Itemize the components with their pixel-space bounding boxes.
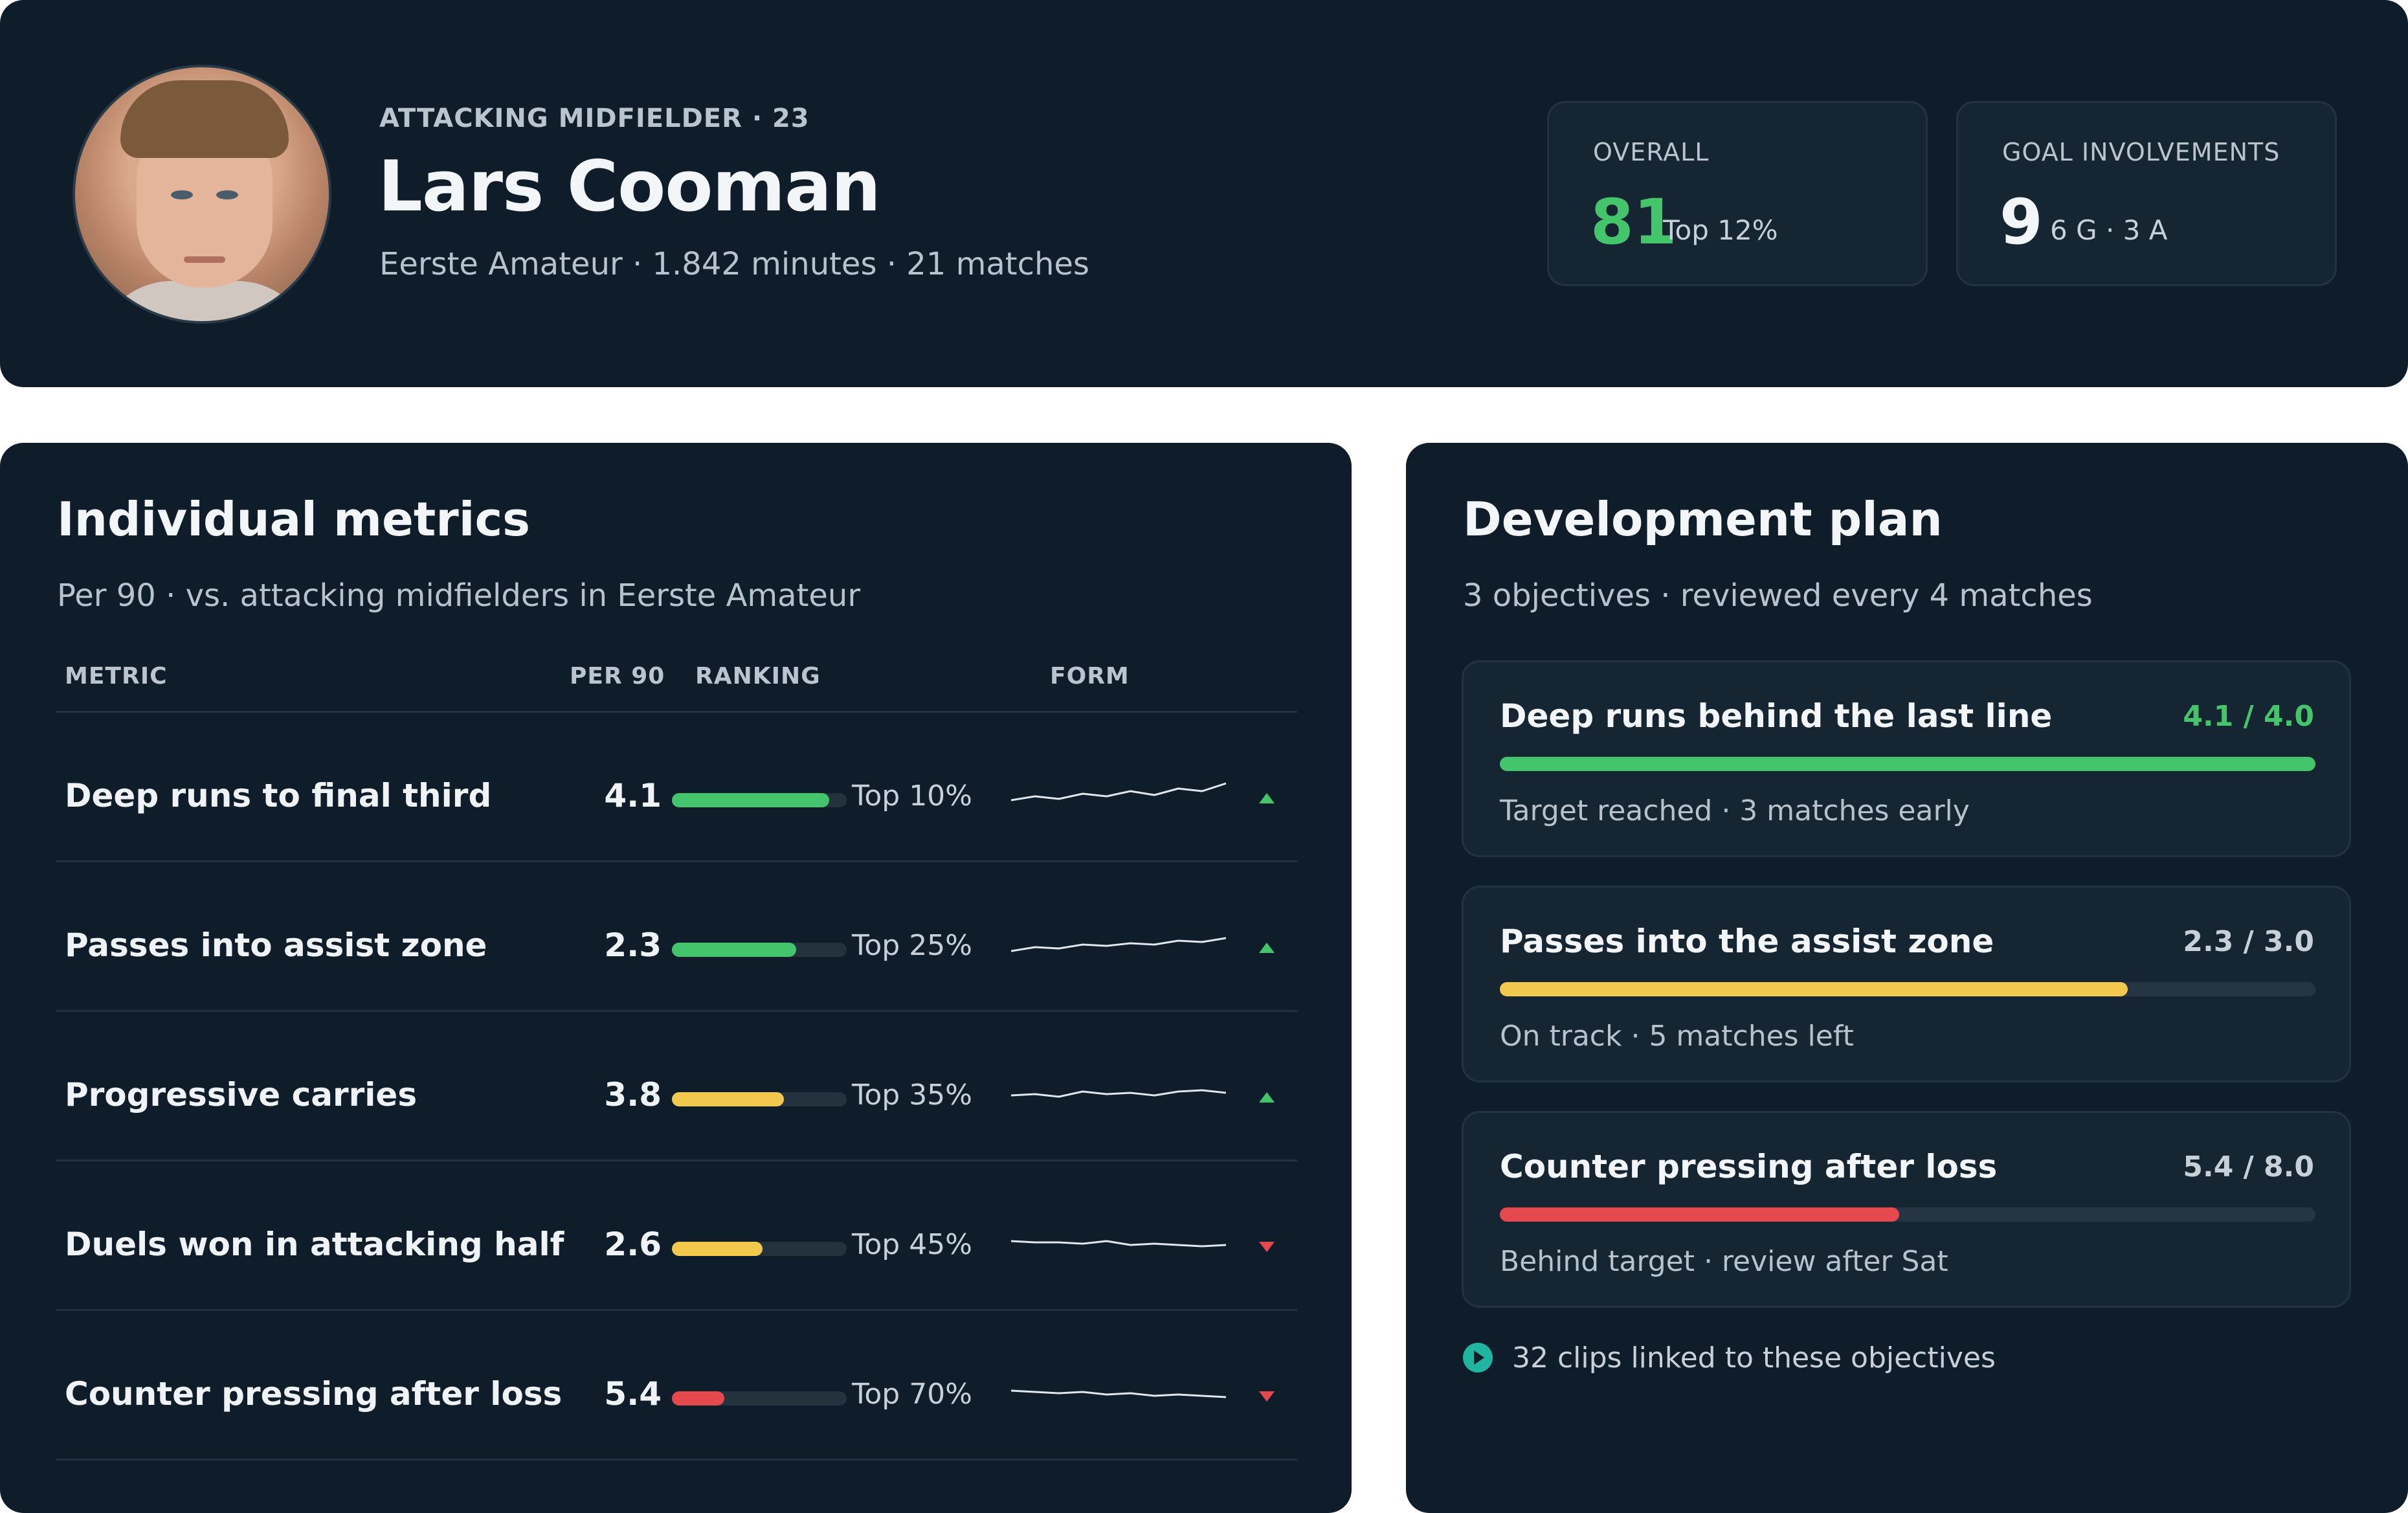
objective-card[interactable]: Passes into the assist zone 2.3 / 3.0 On t…: [1462, 886, 2351, 1082]
metric-row[interactable]: Passes into assist zone 2.3 Top 25%: [0, 862, 1352, 1012]
ranking-bar-fill: [672, 1092, 784, 1106]
objective-progress-fill: [1500, 1207, 1900, 1222]
form-line: [1011, 1089, 1226, 1098]
objective-progress-fill: [1500, 757, 2315, 771]
clips-text: 32 clips linked to these objectives: [1512, 1341, 1996, 1374]
form-line: [1011, 937, 1226, 952]
development-plan-panel: Development plan 3 objectives · reviewed…: [1406, 443, 2408, 1513]
objective-card[interactable]: Deep runs behind the last line 4.1 / 4.0 T…: [1462, 660, 2351, 857]
ranking-bar-fill: [672, 1242, 763, 1256]
form-sparkline: [1011, 937, 1226, 952]
trend-down-icon: [1259, 1391, 1275, 1402]
objective-note: Behind target · review after Sat: [1500, 1245, 1948, 1278]
metric-per90: 2.6: [604, 1226, 662, 1263]
ranking-label: Top 35%: [851, 1079, 972, 1112]
overall-value: 81: [1590, 186, 1677, 258]
objective-value: 4.1 / 4.0: [2183, 700, 2314, 733]
plan-subtitle: 3 objectives · reviewed every 4 matches: [1463, 577, 2093, 614]
trend-up-icon: [1259, 793, 1275, 803]
metrics-title: Individual metrics: [57, 492, 531, 546]
col-ranking: RANKING: [695, 663, 821, 689]
goal-involvements-value: 9: [2000, 186, 2043, 258]
ranking-label: Top 70%: [851, 1378, 972, 1411]
objective-progress-fill: [1500, 982, 2128, 996]
objective-progress-bar: [1500, 1207, 2315, 1222]
player-header: ATTACKING MIDFIELDER · 23 Lars Cooman Ee…: [0, 0, 2408, 387]
objective-title: Deep runs behind the last line: [1500, 697, 2053, 735]
metric-row[interactable]: Duels won in attacking half 2.6 Top 45%: [0, 1161, 1352, 1311]
ranking-bar-fill: [672, 1391, 724, 1406]
objective-value: 2.3 / 3.0: [2183, 925, 2314, 958]
metric-per90: 2.3: [604, 926, 662, 964]
metric-row[interactable]: Deep runs to final third 4.1 Top 10%: [0, 712, 1352, 862]
objective-progress-bar: [1500, 982, 2315, 996]
metric-row[interactable]: Progressive carries 3.8 Top 35%: [0, 1011, 1352, 1161]
ranking-label: Top 10%: [851, 779, 972, 813]
form-sparkline: [1011, 1240, 1226, 1248]
col-form: FORM: [1050, 663, 1130, 689]
form-line: [1011, 1389, 1226, 1398]
ranking-bar: [672, 1391, 847, 1406]
player-meta: Eerste Amateur · 1.842 minutes · 21 matc…: [379, 246, 1089, 282]
objective-note: On track · 5 matches left: [1500, 1020, 1854, 1053]
overall-label: OVERALL: [1593, 138, 1710, 166]
col-metric: METRIC: [65, 663, 168, 689]
metric-label: Counter pressing after loss: [65, 1375, 563, 1413]
avatar: [72, 65, 331, 324]
objective-value: 5.4 / 8.0: [2183, 1150, 2314, 1183]
objective-card[interactable]: Counter pressing after loss 5.4 / 8.0 Behi…: [1462, 1111, 2351, 1308]
metric-label: Duels won in attacking half: [65, 1226, 564, 1263]
goal-involvements-card: GOAL INVOLVEMENTS 9 6 G · 3 A: [1956, 101, 2337, 286]
ranking-bar-fill: [672, 943, 796, 957]
play-icon: [1463, 1343, 1493, 1373]
objective-title: Passes into the assist zone: [1500, 923, 1994, 960]
objective-progress-bar: [1500, 757, 2315, 771]
goal-involvements-label: GOAL INVOLVEMENTS: [2002, 138, 2280, 166]
trend-up-icon: [1259, 1092, 1275, 1103]
ranking-label: Top 25%: [851, 929, 972, 962]
metric-per90: 4.1: [604, 777, 662, 814]
metric-per90: 5.4: [604, 1375, 662, 1413]
trend-up-icon: [1259, 943, 1275, 953]
form-sparkline: [1011, 1089, 1226, 1098]
form-line: [1011, 1240, 1226, 1248]
trend-down-icon: [1259, 1242, 1275, 1252]
objective-title: Counter pressing after loss: [1500, 1148, 1998, 1185]
ranking-bar: [672, 1092, 847, 1106]
form-sparkline: [1011, 782, 1226, 801]
ranking-bar: [672, 943, 847, 957]
ranking-bar: [672, 793, 847, 807]
goal-involvements-sub: 6 G · 3 A: [2050, 214, 2168, 246]
player-name: Lars Cooman: [378, 146, 881, 227]
form-line: [1011, 782, 1226, 801]
ranking-bar-fill: [672, 793, 829, 807]
metric-label: Passes into assist zone: [65, 926, 487, 964]
ranking-label: Top 45%: [851, 1228, 972, 1261]
player-role: ATTACKING MIDFIELDER · 23: [379, 104, 810, 133]
overall-card: OVERALL 81 Top 12%: [1547, 101, 1928, 286]
metric-label: Progressive carries: [65, 1076, 418, 1114]
form-sparkline: [1011, 1389, 1226, 1398]
plan-title: Development plan: [1463, 492, 1943, 546]
metric-label: Deep runs to final third: [65, 777, 492, 814]
objective-note: Target reached · 3 matches early: [1500, 794, 1970, 827]
metrics-subtitle: Per 90 · vs. attacking midfielders in Ee…: [57, 577, 861, 614]
metric-row[interactable]: Counter pressing after loss 5.4 Top 70%: [0, 1310, 1352, 1461]
metric-per90: 3.8: [604, 1076, 662, 1114]
individual-metrics-panel: Individual metrics Per 90 · vs. attackin…: [0, 443, 1352, 1513]
overall-sub: Top 12%: [1663, 214, 1778, 246]
ranking-bar: [672, 1242, 847, 1256]
col-per90: PER 90: [570, 663, 665, 689]
